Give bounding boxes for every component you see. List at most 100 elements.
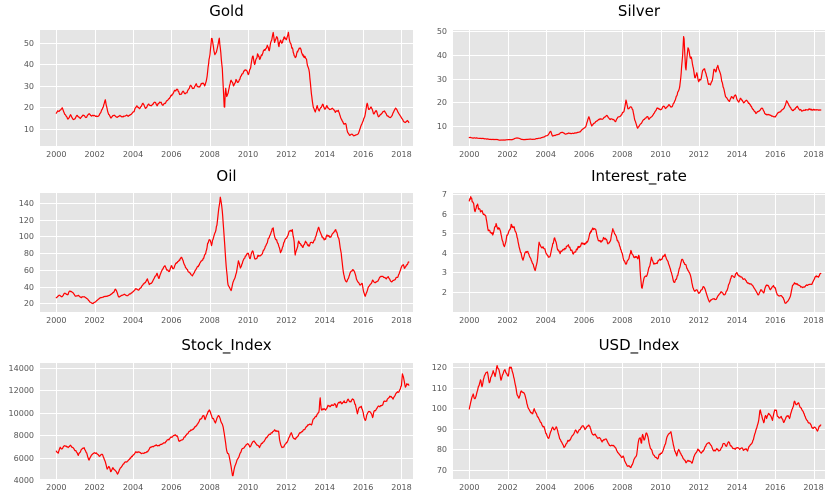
x-tick-label: 2006 — [161, 150, 182, 159]
y-tick-label: 6000 — [13, 453, 34, 463]
plot-area-silver — [453, 30, 825, 146]
subplot-oil: Oil 20 40 60 80 100 120 140 2000 2002 2004 2006 200… — [0, 167, 420, 335]
x-tick-label: 2012 — [276, 483, 297, 492]
x-tick-label: 2012 — [276, 150, 297, 159]
chart-canvas — [40, 193, 413, 312]
chart-canvas — [40, 30, 413, 146]
x-tick-label: 2000 — [46, 316, 67, 325]
x-tick-label: 2004 — [535, 150, 556, 159]
series-line-interest_rate — [468, 196, 822, 304]
x-tick-label: 2018 — [391, 150, 412, 159]
y-tick-label: 4000 — [13, 476, 34, 486]
x-tick-label: 2006 — [573, 150, 595, 159]
x-tick-label: 2004 — [535, 316, 556, 325]
chart-title-gold: Gold — [209, 2, 244, 20]
y-tick-label: 70 — [436, 465, 447, 475]
x-tick-label: 2016 — [765, 150, 786, 159]
series-line-gold — [55, 31, 410, 137]
chart-canvas — [453, 193, 825, 312]
x-tick-label: 2010 — [237, 316, 259, 325]
y-tick-label: 5 — [441, 229, 447, 239]
subplot-silver: Silver 10 20 30 40 50 2000 2002 2004 2006 2008 201… — [420, 0, 840, 167]
y-tick-label: 12000 — [8, 386, 34, 396]
y-tick-label: 6 — [441, 209, 447, 219]
x-tick-label: 2014 — [726, 483, 748, 492]
x-tick-label: 2014 — [314, 316, 335, 325]
series-line-stock_index — [55, 373, 410, 477]
y-tick-label: 50 — [436, 26, 447, 36]
y-tick-label: 8000 — [13, 431, 34, 441]
x-tick-label: 2008 — [612, 483, 633, 492]
y-tick-label: 120 — [431, 362, 447, 372]
gridlines — [40, 193, 413, 312]
x-tick-label: 2004 — [122, 150, 144, 159]
x-tick-label: 2016 — [765, 316, 786, 325]
subplot-stock-index: Stock_Index 4000 6000 8000 10000 12000 14000 2… — [0, 335, 420, 500]
subplot-usd-index: USD_Index 70 80 90 100 110 120 2000 2002 2004 200… — [420, 335, 840, 500]
y-tick-label: 3 — [441, 268, 447, 278]
x-tick-label: 2010 — [237, 483, 259, 492]
x-tick-label: 2010 — [650, 150, 671, 159]
x-tick-label: 2018 — [391, 483, 412, 492]
series-line-oil — [55, 196, 410, 305]
x-tick-label: 2008 — [199, 150, 220, 159]
x-tick-label: 2002 — [84, 483, 105, 492]
y-tick-label: 100 — [431, 404, 447, 414]
x-tick-label: 2000 — [459, 316, 480, 325]
x-tick-label: 2018 — [803, 316, 824, 325]
x-tick-label: 2018 — [803, 483, 824, 492]
x-tick-label: 2014 — [314, 150, 335, 159]
x-tick-label: 2008 — [199, 316, 220, 325]
gridlines — [453, 193, 825, 312]
y-tick-label: 40 — [23, 60, 34, 70]
plot-area-stock-index — [40, 363, 413, 479]
chart-title-stock-index: Stock_Index — [181, 336, 272, 354]
x-tick-label: 2004 — [122, 483, 144, 492]
x-tick-label: 2006 — [161, 316, 182, 325]
y-tick-label: 4 — [441, 248, 447, 258]
x-tick-label: 2014 — [314, 483, 335, 492]
subplot-interest-rate: Interest_rate 2 3 4 5 6 7 2000 2002 2004 2006 2008… — [420, 167, 840, 335]
x-tick-label: 2002 — [84, 316, 105, 325]
x-tick-label: 2006 — [161, 483, 182, 492]
y-tick-label: 80 — [436, 445, 447, 455]
gridlines — [453, 363, 825, 479]
y-tick-label: 10 — [436, 122, 447, 132]
x-tick-label: 2006 — [573, 316, 595, 325]
x-tick-label: 2002 — [497, 150, 518, 159]
y-tick-label: 50 — [23, 38, 34, 48]
x-tick-label: 2012 — [688, 316, 709, 325]
x-tick-label: 2012 — [276, 316, 297, 325]
x-tick-label: 2004 — [535, 483, 556, 492]
y-tick-label: 110 — [431, 383, 447, 393]
plot-area-usd-index — [453, 363, 825, 479]
x-tick-label: 2014 — [726, 316, 748, 325]
y-tick-label: 140 — [18, 199, 34, 209]
y-tick-label: 20 — [23, 299, 34, 309]
y-tick-label: 120 — [18, 215, 34, 225]
x-tick-label: 2002 — [84, 150, 105, 159]
x-tick-label: 2004 — [122, 316, 144, 325]
chart-title-interest-rate: Interest_rate — [591, 167, 687, 185]
plot-area-interest-rate — [453, 193, 825, 312]
x-tick-label: 2008 — [199, 483, 220, 492]
plot-area-oil — [40, 193, 413, 312]
x-tick-label: 2002 — [497, 483, 518, 492]
y-tick-label: 7 — [441, 189, 447, 199]
series-line-usd_index — [468, 364, 822, 469]
chart-title-silver: Silver — [617, 2, 661, 20]
chart-canvas — [453, 363, 825, 479]
y-tick-label: 30 — [436, 74, 447, 84]
y-tick-label: 10 — [23, 124, 34, 134]
y-tick-label: 2 — [441, 288, 447, 297]
x-tick-label: 2016 — [352, 150, 374, 159]
subplot-gold: Gold 10 20 30 40 50 2000 2002 2004 2006 2008 2010 2… — [0, 0, 420, 167]
chart-canvas — [40, 363, 413, 479]
y-tick-label: 20 — [436, 98, 447, 108]
x-tick-label: 2000 — [459, 483, 480, 492]
series-line-silver — [468, 35, 822, 141]
y-tick-label: 40 — [436, 50, 447, 60]
x-tick-label: 2000 — [46, 483, 67, 492]
x-tick-label: 2000 — [459, 150, 480, 159]
